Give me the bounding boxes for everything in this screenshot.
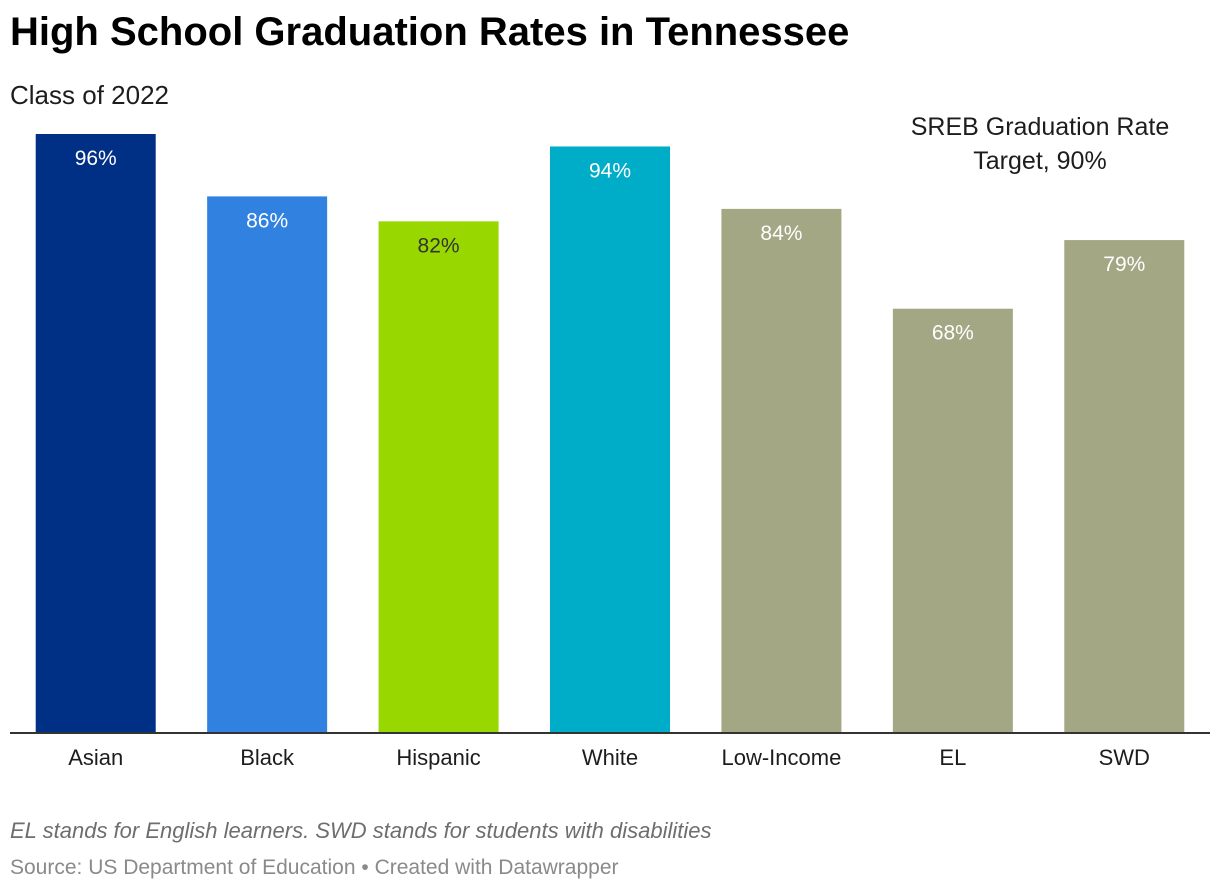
category-label-el: EL (939, 745, 966, 770)
chart-title: High School Graduation Rates in Tennesse… (10, 10, 850, 54)
source-separator: • (361, 856, 369, 879)
category-label-hispanic: Hispanic (396, 745, 480, 770)
value-label-low-income: 84% (760, 222, 802, 245)
value-label-black: 86% (246, 209, 288, 232)
category-label-white: White (582, 745, 638, 770)
target-annotation-line2: Target, 90% (973, 147, 1107, 175)
bar-asian (35, 134, 156, 733)
source-line: Source: US Department of Education • Cre… (10, 856, 619, 880)
bar-hispanic (378, 221, 499, 733)
datawrapper-credit[interactable]: Created with Datawrapper (374, 856, 619, 879)
value-label-asian: 96% (75, 147, 117, 170)
category-label-asian: Asian (68, 745, 123, 770)
value-label-swd: 79% (1103, 253, 1145, 276)
bar-low-income (721, 208, 842, 733)
target-annotation-line1: SREB Graduation Rate (910, 113, 1170, 141)
category-label-swd: SWD (1099, 745, 1150, 770)
category-label-low-income: Low-Income (722, 745, 842, 770)
value-label-white: 94% (589, 159, 631, 182)
footnote: EL stands for English learners. SWD stan… (10, 818, 712, 843)
bar-black (207, 196, 328, 734)
bar-swd (1064, 240, 1185, 733)
value-label-el: 68% (932, 322, 974, 345)
category-label-black: Black (240, 745, 295, 770)
value-label-hispanic: 82% (418, 234, 460, 257)
bar-el (892, 308, 1013, 733)
source-label: Source: US Department of Education (10, 856, 356, 879)
bar-white (550, 146, 670, 733)
chart-subtitle: Class of 2022 (10, 80, 169, 110)
target-annotation: SREB Graduation Rate Target, 90% (890, 110, 1190, 178)
